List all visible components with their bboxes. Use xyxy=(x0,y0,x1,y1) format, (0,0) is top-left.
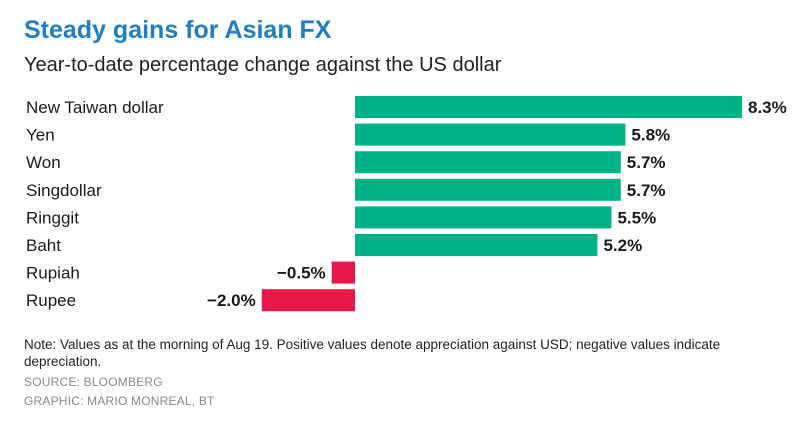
bar-chart: New Taiwan dollar 8.3% Yen 5.8% Won 5.7% Singd… xyxy=(26,96,787,312)
footnote: Note: Values as at the morning of Aug 19… xyxy=(24,337,721,369)
bar-new-taiwan-dollar xyxy=(355,96,742,118)
bar-baht xyxy=(355,234,598,256)
category-label-rupiah: Rupiah xyxy=(26,264,80,283)
value-label-baht: 5.2% xyxy=(603,236,642,255)
value-label-rupiah: −0.5% xyxy=(277,264,326,283)
value-label-ringgit: 5.5% xyxy=(617,208,656,227)
value-label-rupee: −2.0% xyxy=(207,291,256,310)
category-label-ringgit: Ringgit xyxy=(26,208,79,227)
source-credit: SOURCE: BLOOMBERG xyxy=(24,375,163,389)
value-label-new-taiwan-dollar: 8.3% xyxy=(748,98,787,117)
category-label-yen: Yen xyxy=(26,126,55,145)
bar-won xyxy=(355,151,621,174)
bar-rupiah xyxy=(331,261,355,284)
category-label-new-taiwan-dollar: New Taiwan dollar xyxy=(26,98,164,117)
value-label-yen: 5.8% xyxy=(631,126,670,145)
category-label-singdollar: Singdollar xyxy=(26,181,102,200)
value-label-won: 5.7% xyxy=(627,153,666,172)
bar-rupee xyxy=(261,289,355,312)
chart-subtitle: Year-to-date percentage change against t… xyxy=(24,54,502,76)
category-label-baht: Baht xyxy=(26,236,61,255)
category-label-rupee: Rupee xyxy=(26,291,76,310)
bar-yen xyxy=(355,123,626,146)
graphic-credit: GRAPHIC: MARIO MONREAL, BT xyxy=(24,394,215,408)
bar-ringgit xyxy=(355,206,612,229)
category-label-won: Won xyxy=(26,153,61,172)
chart-title: Steady gains for Asian FX xyxy=(24,16,332,44)
value-label-singdollar: 5.7% xyxy=(627,181,666,200)
bar-singdollar xyxy=(355,178,621,201)
